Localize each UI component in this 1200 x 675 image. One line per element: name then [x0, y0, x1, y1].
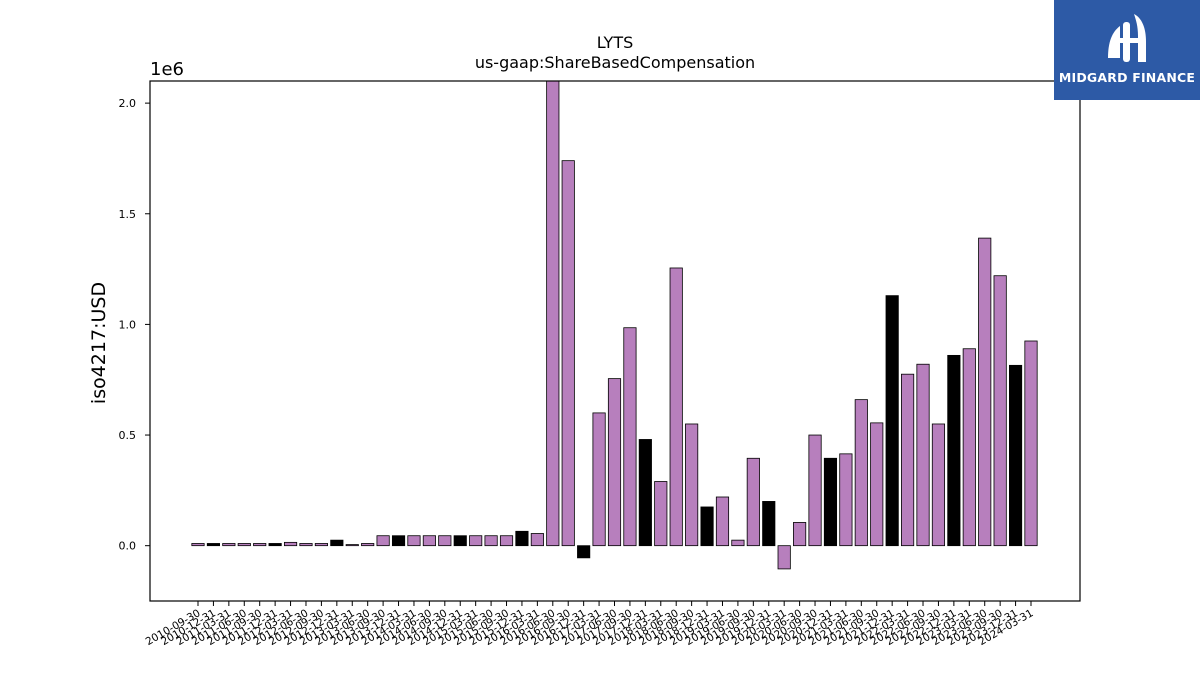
midgard-finance-logo: MIDGARD FINANCE	[1054, 0, 1200, 100]
bar-2020-09-30	[808, 434, 822, 547]
bar-2011-03-31	[222, 543, 236, 547]
y-tick-label: 2.0	[119, 97, 137, 110]
bar-2015-12-31	[515, 530, 529, 547]
bar-2022-12-31	[947, 354, 961, 547]
bar-2017-03-31	[592, 412, 606, 547]
bar-2013-12-31	[391, 535, 406, 547]
bar-2017-09-30	[623, 327, 637, 547]
bar-2014-06-30	[422, 535, 436, 547]
bar-2012-09-30	[314, 543, 328, 547]
y-axis-label: iso4217:USD	[88, 282, 110, 404]
bar-2021-12-31	[885, 295, 899, 547]
logo-text: MIDGARD FINANCE	[1058, 70, 1196, 85]
bar-2016-12-31	[577, 545, 591, 559]
bar-2012-06-30	[299, 543, 313, 547]
bar-2013-09-30	[376, 535, 390, 547]
bar-2012-03-31	[283, 541, 298, 547]
y-axis-multiplier: 1e6	[150, 59, 184, 80]
bar-2014-09-30	[438, 535, 452, 547]
bar-2017-12-31	[638, 439, 652, 547]
chart-title: LYTS	[597, 33, 634, 52]
bar-2024-03-31	[1024, 340, 1038, 547]
bar-2011-12-31	[268, 543, 282, 547]
y-tick-label: 1.5	[119, 208, 137, 221]
bar-2021-09-30	[870, 422, 884, 547]
bar-2018-03-31	[654, 481, 668, 547]
bar-2021-03-31	[839, 453, 853, 547]
bar-2018-06-30	[669, 267, 683, 547]
bar-2015-09-30	[499, 535, 514, 547]
bar-2016-09-30	[561, 160, 575, 547]
bar-2022-09-30	[931, 423, 946, 547]
bar-2019-09-30	[746, 457, 760, 547]
bar-2020-03-31	[777, 545, 791, 570]
bar-2011-06-30	[237, 543, 251, 547]
bar-2019-03-31	[715, 496, 730, 547]
y-tick-label: 0.0	[119, 540, 137, 553]
bar-2011-09-30	[253, 543, 267, 547]
bar-2015-06-30	[484, 535, 498, 547]
bar-2019-12-31	[762, 501, 776, 547]
logo-mark-icon	[1108, 14, 1146, 62]
bars-group	[191, 80, 1038, 570]
bar-2019-06-30	[731, 539, 745, 547]
bar-2023-09-30	[993, 275, 1007, 547]
bar-2020-06-30	[793, 522, 807, 547]
bar-2016-06-30	[546, 80, 560, 547]
plot-frame	[149, 80, 1081, 602]
bar-2023-03-31	[962, 348, 976, 547]
bar-2023-12-31	[1009, 364, 1023, 547]
bar-2021-06-30	[854, 399, 868, 547]
x-ticks-group: 2010-09-302010-12-312011-03-312011-06-30…	[144, 601, 1036, 648]
bar-2013-03-31	[345, 544, 359, 547]
bar-2020-12-31	[823, 457, 838, 547]
bar-2014-03-31	[407, 535, 421, 547]
bar-2016-03-31	[530, 533, 544, 547]
bar-2022-03-31	[901, 373, 915, 547]
bar-2014-12-31	[453, 535, 467, 547]
bar-2018-12-31	[700, 506, 714, 547]
bar-2023-06-30	[978, 237, 992, 547]
y-ticks-group: 0.0 0.5 1.0 1.5 2.0	[119, 97, 150, 553]
bar-2017-06-30	[607, 378, 622, 547]
bar-2010-12-31	[206, 543, 220, 547]
bar-2013-06-30	[361, 543, 375, 547]
bar-2022-06-30	[916, 363, 930, 547]
y-tick-label: 1.0	[119, 318, 137, 331]
y-tick-label: 0.5	[119, 429, 137, 442]
chart-subtitle: us-gaap:ShareBasedCompensation	[475, 53, 755, 72]
bar-2010-09-30	[191, 543, 205, 547]
bar-2012-12-31	[330, 539, 344, 547]
bar-2018-09-30	[685, 423, 699, 547]
bar-2015-03-31	[469, 535, 483, 547]
